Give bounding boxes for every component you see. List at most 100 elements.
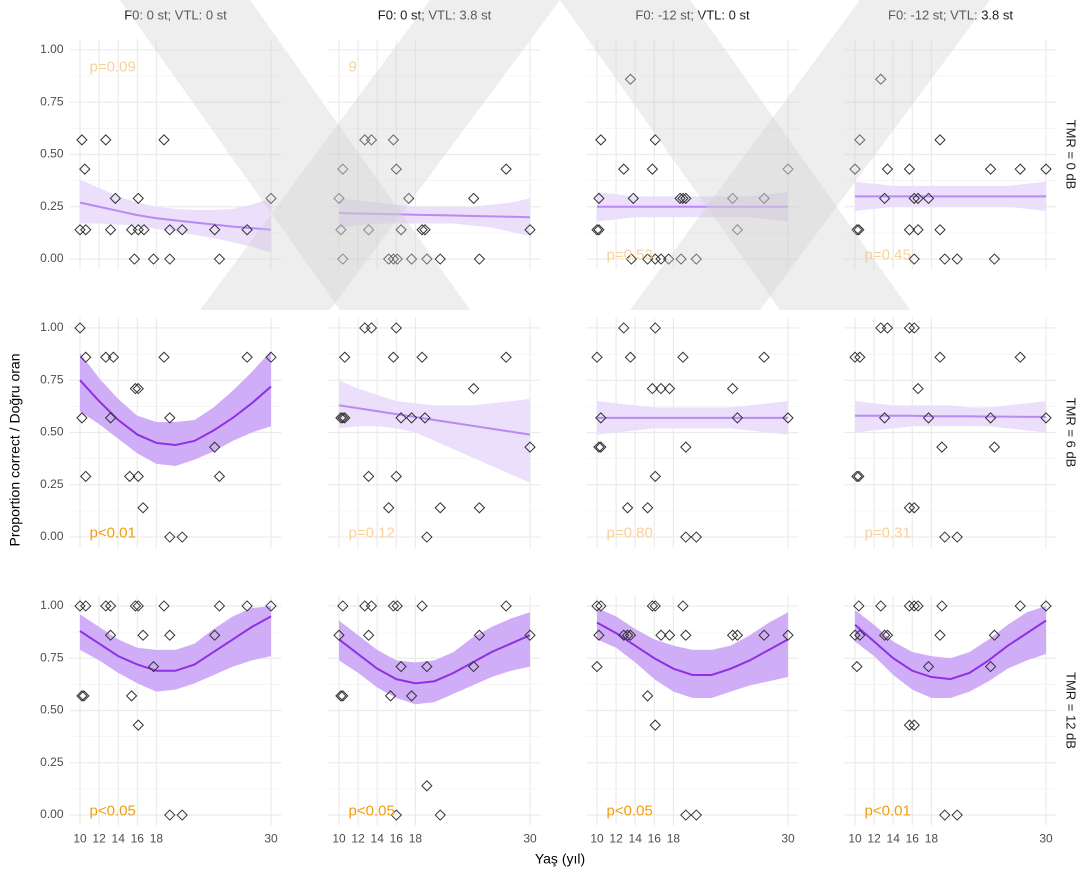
data-point	[675, 253, 687, 265]
data-point	[164, 809, 176, 821]
confidence-band	[80, 605, 271, 692]
data-point	[912, 600, 924, 612]
data-point	[878, 412, 891, 424]
data-point	[908, 600, 920, 612]
data-point	[677, 351, 689, 363]
data-point	[680, 809, 692, 821]
data-point	[337, 600, 349, 612]
data-point	[908, 719, 920, 731]
y-tick-label: 0.50	[40, 425, 64, 439]
y-tick-label: 1.00	[40, 320, 64, 334]
p-value-annotation: p=0.80	[607, 524, 653, 541]
data-point	[109, 192, 122, 205]
data-point	[951, 253, 963, 265]
data-point	[593, 629, 605, 641]
panel: 0.00 0.25 0.50 0.75 1.00 p=0.09	[40, 39, 282, 270]
data-point	[524, 629, 536, 641]
data-point	[137, 629, 149, 641]
y-tick-label: 0.00	[40, 251, 64, 265]
data-point	[624, 629, 637, 641]
confidence-band	[80, 350, 271, 466]
data-point	[123, 470, 136, 483]
p-value-annotation: p=0.53	[607, 246, 653, 263]
panel: 10 12 14 16 18 30 p<0.05	[586, 595, 799, 846]
data-point	[951, 809, 963, 821]
data-point	[104, 412, 117, 424]
confidence-band	[339, 612, 530, 705]
data-point	[241, 600, 253, 612]
data-point	[74, 322, 86, 334]
data-point	[76, 412, 88, 424]
x-tick-label: 30	[781, 832, 795, 846]
data-point	[591, 600, 603, 612]
x-tick-label: 18	[925, 832, 939, 846]
data-point	[500, 351, 512, 363]
p-value-annotation: p<0.05	[349, 802, 395, 819]
watermark-stroke	[200, 0, 560, 310]
y-tick-label: 0.50	[40, 703, 64, 717]
data-point	[912, 192, 924, 205]
p-value-annotation: 9	[349, 58, 357, 75]
p-value-annotation: p=0.09	[90, 58, 136, 75]
p-value-annotation: p<0.05	[90, 802, 136, 819]
data-point	[903, 224, 916, 236]
data-point	[419, 224, 431, 236]
data-point	[416, 224, 428, 236]
data-point	[129, 382, 142, 395]
data-point	[434, 809, 446, 821]
data-point	[147, 253, 160, 265]
data-point	[76, 134, 88, 146]
x-tick-label: 14	[887, 832, 901, 846]
data-point	[80, 470, 92, 483]
data-point	[395, 224, 407, 236]
data-point	[104, 629, 117, 641]
data-point	[851, 224, 863, 236]
data-point	[74, 600, 86, 612]
data-point	[1014, 163, 1026, 175]
data-point	[854, 629, 866, 641]
y-tick-label: 0.75	[40, 372, 64, 386]
data-point	[646, 163, 659, 175]
data-point	[158, 351, 170, 363]
data-point	[912, 224, 924, 236]
data-point	[76, 690, 88, 702]
confidence-band	[597, 608, 788, 698]
data-point	[680, 629, 692, 641]
p-value-annotation: p=0.45	[865, 246, 911, 263]
data-point	[908, 322, 920, 334]
data-point	[939, 531, 951, 543]
data-point	[849, 629, 861, 641]
data-point	[903, 322, 916, 334]
data-point	[421, 531, 433, 543]
data-point	[849, 351, 861, 363]
data-point	[912, 382, 924, 395]
data-point	[595, 134, 607, 146]
x-tick-label: 12	[867, 832, 881, 846]
data-point	[853, 600, 865, 612]
y-tick-label: 0.50	[40, 147, 64, 161]
data-point	[1040, 600, 1052, 612]
data-point	[878, 192, 891, 205]
x-tick-label: 14	[629, 832, 643, 846]
data-point	[80, 600, 92, 612]
data-point	[390, 163, 403, 175]
data-point	[878, 629, 891, 641]
data-point	[500, 600, 512, 612]
data-point	[677, 192, 689, 205]
data-point	[731, 224, 744, 236]
data-point	[467, 192, 480, 205]
data-point	[854, 351, 866, 363]
p-value-annotation: p<0.05	[607, 802, 653, 819]
data-point	[164, 412, 176, 424]
data-point	[851, 470, 863, 483]
x-tick-label: 12	[92, 832, 106, 846]
column-title: F0: 0 st; VTL: 0 st	[124, 7, 227, 22]
x-tick-label: 16	[648, 832, 662, 846]
data-point	[593, 192, 605, 205]
x-tick-label: 10	[73, 832, 87, 846]
data-point	[984, 412, 997, 424]
data-point	[690, 809, 703, 821]
panel: p=0.53	[586, 39, 799, 270]
data-point	[1014, 351, 1026, 363]
x-tick-label: 30	[264, 832, 278, 846]
